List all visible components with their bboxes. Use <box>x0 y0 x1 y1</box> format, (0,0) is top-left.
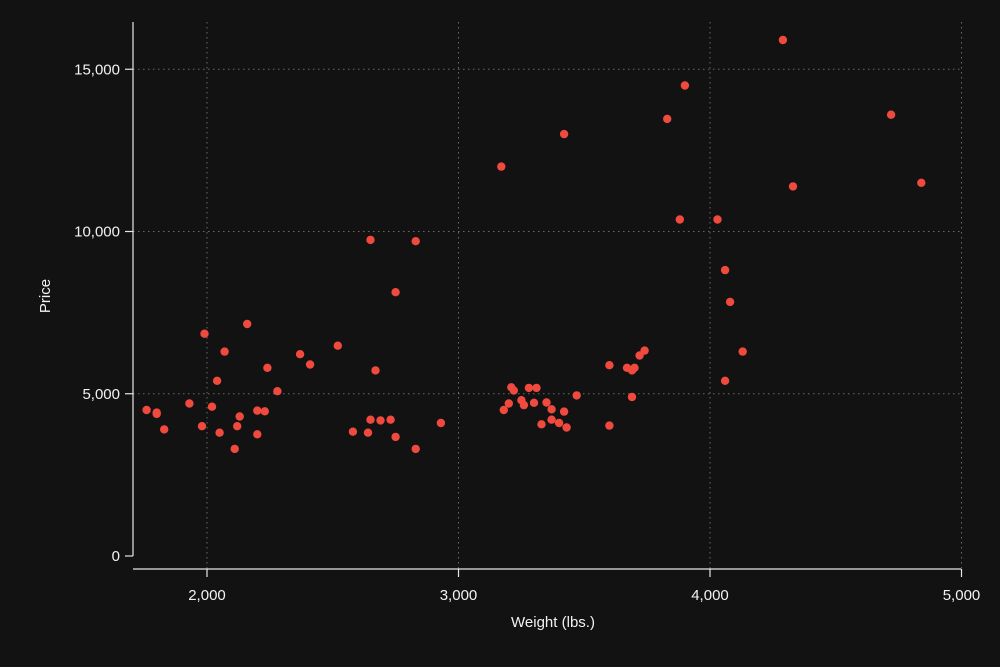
data-point <box>562 423 571 432</box>
data-point <box>630 363 639 372</box>
data-point <box>547 405 556 414</box>
data-point <box>263 363 272 372</box>
data-point <box>333 341 342 350</box>
data-point <box>376 416 385 425</box>
data-point <box>532 383 541 393</box>
data-point <box>411 444 420 454</box>
data-point <box>207 402 217 411</box>
data-point <box>200 329 209 338</box>
data-point <box>559 129 569 139</box>
x-axis-title: Weight (lbs.) <box>511 614 595 631</box>
data-point <box>572 391 581 400</box>
data-point <box>509 386 518 395</box>
data-point <box>273 387 282 396</box>
data-point <box>366 415 375 424</box>
data-point <box>160 425 169 434</box>
y-axis-title: Price <box>37 279 54 313</box>
data-point <box>235 412 244 421</box>
data-point <box>663 114 672 124</box>
data-point <box>559 407 569 416</box>
data-point <box>185 399 194 408</box>
data-point <box>713 215 722 224</box>
y-tick-label: 15,000 <box>74 61 120 78</box>
data-point <box>391 432 400 442</box>
data-point <box>197 422 207 431</box>
data-point <box>519 400 529 410</box>
data-point <box>243 319 252 329</box>
data-points <box>142 35 926 454</box>
y-axis-ticks: 0 5,000 10,000 15,000 <box>74 61 133 565</box>
data-point <box>675 215 684 224</box>
data-point <box>348 427 358 436</box>
data-point <box>720 265 730 275</box>
data-point <box>371 366 380 375</box>
data-point <box>436 418 446 428</box>
grid <box>133 22 962 569</box>
data-point <box>547 415 556 424</box>
data-point <box>738 347 747 356</box>
data-point <box>363 428 373 437</box>
data-point <box>233 422 242 431</box>
data-point <box>411 237 420 246</box>
x-tick-label: 3,000 <box>440 587 478 604</box>
data-point <box>917 178 926 187</box>
data-point <box>524 383 534 393</box>
data-point <box>720 376 730 385</box>
data-point <box>253 406 262 415</box>
data-point <box>504 399 513 408</box>
data-point <box>386 415 395 424</box>
data-point <box>778 35 788 45</box>
x-axis-ticks: 2,000 3,000 4,000 5,000 <box>188 569 980 604</box>
data-point <box>554 418 564 428</box>
data-point <box>391 288 400 297</box>
data-point <box>305 360 315 369</box>
data-point <box>627 392 637 402</box>
data-point <box>640 346 649 355</box>
data-point <box>886 110 896 119</box>
data-point <box>142 405 151 415</box>
y-tick-label: 5,000 <box>82 386 120 403</box>
data-point <box>152 409 161 419</box>
data-point <box>212 376 222 385</box>
data-point <box>220 347 229 356</box>
x-tick-label: 2,000 <box>188 587 226 604</box>
y-tick-label: 0 <box>112 548 120 565</box>
data-point <box>537 420 546 429</box>
data-point <box>605 421 614 430</box>
data-point <box>253 430 262 439</box>
data-point <box>366 235 375 245</box>
data-point <box>215 428 224 437</box>
data-point <box>230 444 239 454</box>
x-tick-label: 5,000 <box>943 587 981 604</box>
axes <box>132 22 961 570</box>
y-tick-label: 10,000 <box>74 224 120 241</box>
data-point <box>788 182 798 191</box>
data-point <box>680 81 690 90</box>
data-point <box>605 361 614 370</box>
data-point <box>295 350 305 359</box>
data-point <box>529 398 539 407</box>
x-tick-label: 4,000 <box>691 587 729 604</box>
data-point <box>497 162 506 171</box>
data-point <box>260 407 269 416</box>
data-point <box>725 297 735 307</box>
data-point <box>499 405 508 415</box>
data-point <box>542 398 551 407</box>
